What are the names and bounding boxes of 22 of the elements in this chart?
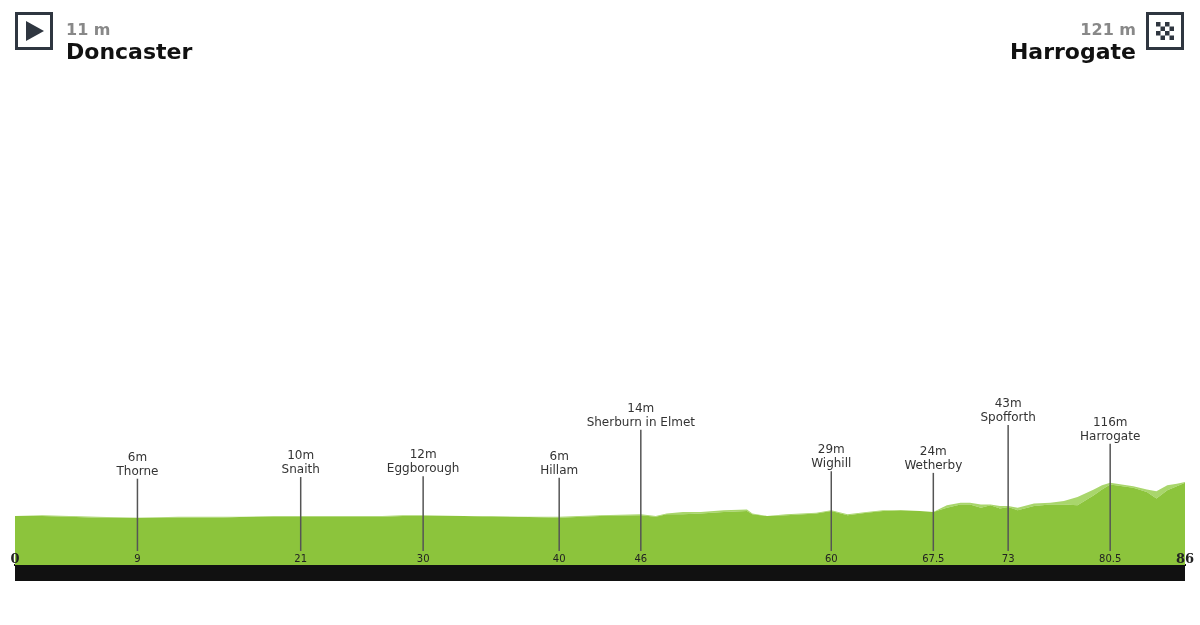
ref-line-label: 10m Snaith [281, 448, 320, 477]
ref-line-label: 29m Wighill [811, 442, 852, 471]
x-tick-label: 40 [552, 553, 566, 564]
x-tick-label: 67.5 [922, 553, 945, 564]
x-tick-label: 80.5 [1099, 553, 1122, 564]
ref-line-label: 43m Spofforth [980, 395, 1036, 424]
ref-line-label: 14m Sherburn in Elmet [586, 400, 696, 429]
x-tick-label: 86 [1175, 551, 1195, 566]
x-tick-label: 21 [294, 553, 308, 564]
x-tick-label: 9 [134, 553, 141, 564]
ref-line-label: 12m Eggborough [386, 447, 460, 476]
x-tick-label: 60 [824, 553, 838, 564]
x-tick-label: 46 [634, 553, 648, 564]
x-tick-label: 30 [416, 553, 430, 564]
ref-line-label: 6m Thorne [115, 449, 159, 478]
ref-line-label: 116m Harrogate [1080, 414, 1141, 443]
ref-line-label: 24m Wetherby [904, 443, 963, 472]
text: 11 m Doncaster [66, 20, 193, 64]
x-tick-label: 73 [1001, 553, 1015, 564]
x-tick-label: 0 [10, 551, 20, 566]
text: 121 m Harrogate [1009, 20, 1136, 64]
ref-line-label: 6m Hillam [540, 448, 579, 477]
